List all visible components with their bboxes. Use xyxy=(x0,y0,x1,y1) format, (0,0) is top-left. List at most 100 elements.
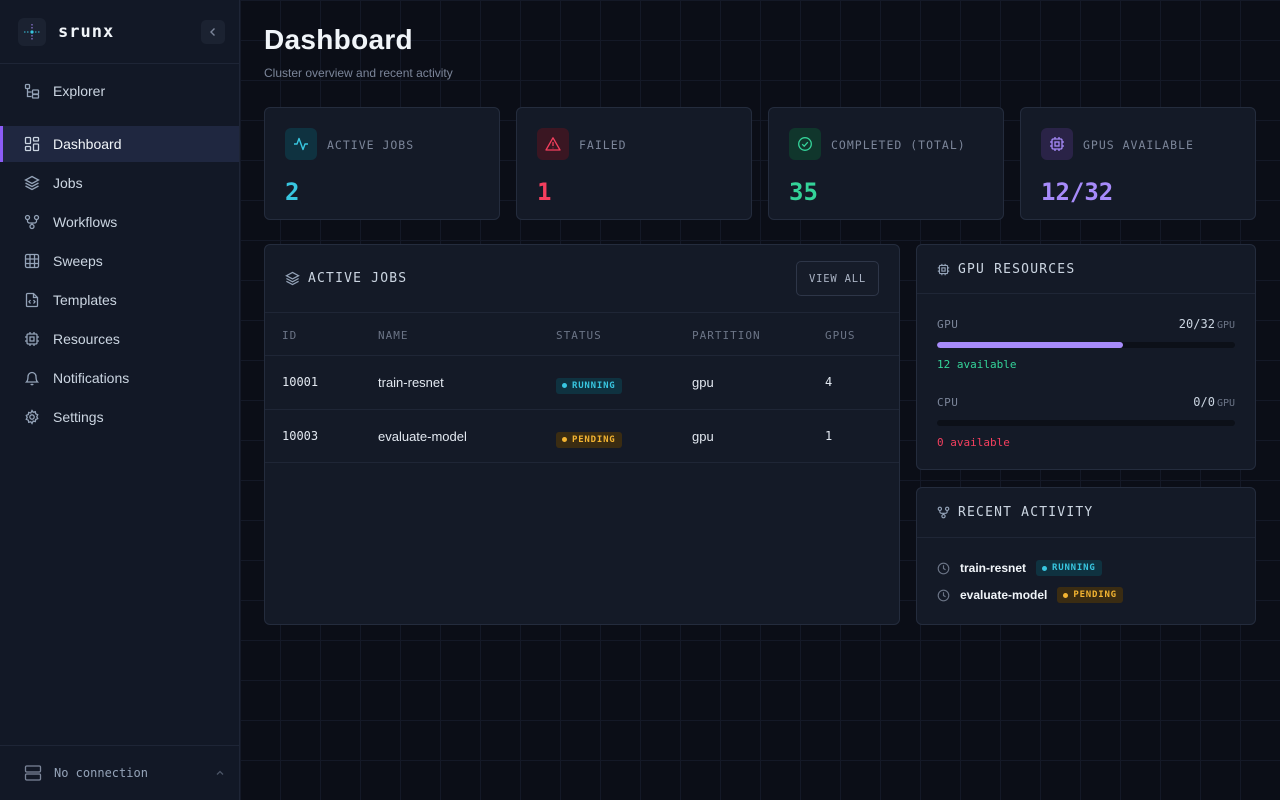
gpu-available-text: 12 available xyxy=(937,358,1017,371)
cpu-usage-bar xyxy=(937,420,1235,426)
used-count: 20 xyxy=(1178,317,1194,331)
job-name: evaluate-model xyxy=(378,429,467,444)
sidebar-item-label: Explorer xyxy=(53,83,106,99)
sidebar-item-settings[interactable]: Settings xyxy=(0,399,239,435)
activity-icon xyxy=(285,128,317,160)
panel-header: GPU RESOURCES xyxy=(917,245,1255,294)
table-row[interactable]: 10003 evaluate-model PENDING gpu 1 xyxy=(265,409,899,463)
stat-label: COMPLETED (TOTAL) xyxy=(831,138,966,152)
total-count: 32 xyxy=(1200,317,1215,331)
resource-label-cpu: CPU xyxy=(937,396,959,409)
sidebar-item-explorer[interactable]: Explorer xyxy=(0,73,239,109)
view-all-button[interactable]: VIEW ALL xyxy=(796,261,879,296)
stat-value: 2 xyxy=(285,178,300,206)
stat-card-failed: FAILED 1 xyxy=(516,107,752,220)
sidebar-item-sweeps[interactable]: Sweeps xyxy=(0,243,239,279)
layers-icon xyxy=(24,175,40,191)
check-circle-icon xyxy=(789,128,821,160)
sidebar-item-templates[interactable]: Templates xyxy=(0,282,239,318)
alert-triangle-icon xyxy=(537,128,569,160)
resource-count-gpu: 20/32 GPU xyxy=(1178,317,1235,331)
unit-label: GPU xyxy=(1216,320,1235,331)
collapse-sidebar-button[interactable] xyxy=(201,20,225,44)
sidebar-item-jobs[interactable]: Jobs xyxy=(0,165,239,201)
app-logo-icon xyxy=(18,17,46,46)
used-count: 0 xyxy=(1193,395,1201,409)
sidebar-item-label: Workflows xyxy=(53,214,118,230)
status-dot xyxy=(1063,592,1069,598)
status-text: RUNNING xyxy=(1052,563,1096,573)
stat-value: 35 xyxy=(789,178,818,206)
job-id: 10001 xyxy=(282,375,319,389)
panel-header: ACTIVE JOBS xyxy=(265,245,899,313)
status-badge: RUNNING xyxy=(1036,560,1102,576)
cpu-icon xyxy=(25,332,39,346)
page-title: Dashboard xyxy=(264,24,413,55)
app-name: srunx xyxy=(58,21,115,42)
panel-header: RECENT ACTIVITY xyxy=(917,488,1255,538)
sidebar: srunx Explorer Dashboard Jobs Workflo xyxy=(0,0,240,800)
sidebar-item-label: Notifications xyxy=(53,370,130,386)
stat-value: 12/32 xyxy=(1041,178,1114,206)
panel-title: ACTIVE JOBS xyxy=(308,271,408,286)
clock-icon xyxy=(937,562,950,574)
column-header-id[interactable]: ID xyxy=(282,329,298,342)
connection-selector[interactable]: No connection xyxy=(0,745,239,800)
activity-job-name: train-resnet xyxy=(960,561,1027,575)
status-text: PENDING xyxy=(1073,590,1117,600)
chip-icon xyxy=(1041,128,1073,160)
stat-value: 1 xyxy=(537,178,552,206)
activity-job-name: evaluate-model xyxy=(960,588,1048,602)
brand-header: srunx xyxy=(0,0,239,64)
sidebar-item-workflows[interactable]: Workflows xyxy=(0,204,239,240)
gear-icon xyxy=(25,409,39,425)
grid-icon xyxy=(24,253,40,269)
sidebar-item-label: Templates xyxy=(53,292,117,308)
table-row[interactable]: 10001 train-resnet RUNNING gpu 4 xyxy=(265,355,899,409)
job-partition: gpu xyxy=(692,375,714,390)
sidebar-item-label: Dashboard xyxy=(53,136,122,152)
chip-icon xyxy=(937,263,950,275)
connection-status: No connection xyxy=(54,766,148,780)
gpu-resources-panel: GPU RESOURCES GPU 20/32 GPU 12 available … xyxy=(916,244,1256,470)
resource-label-gpu: GPU xyxy=(937,318,959,331)
job-id: 10003 xyxy=(282,429,319,443)
main-content: Dashboard Cluster overview and recent ac… xyxy=(240,0,1280,800)
chevron-up-icon xyxy=(216,770,224,775)
status-dot xyxy=(1042,565,1048,571)
job-gpus: 4 xyxy=(825,375,833,389)
sidebar-item-label: Sweeps xyxy=(53,253,103,269)
activity-item[interactable]: train-resnet RUNNING xyxy=(937,558,1102,578)
sidebar-item-notifications[interactable]: Notifications xyxy=(0,360,239,396)
unit-label: GPU xyxy=(1216,398,1235,409)
chevron-left-icon xyxy=(210,28,215,36)
cpu-available-text: 0 available xyxy=(937,436,1010,449)
folder-tree-icon xyxy=(24,83,40,99)
layers-icon xyxy=(285,271,300,286)
workflow-icon xyxy=(24,214,40,230)
job-partition: gpu xyxy=(692,429,714,444)
column-header-gpus[interactable]: GPUS xyxy=(825,329,856,342)
panel-title: GPU RESOURCES xyxy=(958,261,1076,277)
column-header-partition[interactable]: PARTITION xyxy=(692,329,761,342)
active-jobs-panel: ACTIVE JOBS VIEW ALL ID NAME STATUS PART… xyxy=(264,244,900,625)
stat-card-gpus-available: GPUS AVAILABLE 12/32 xyxy=(1020,107,1256,220)
column-header-status[interactable]: STATUS xyxy=(556,329,602,342)
sidebar-item-dashboard[interactable]: Dashboard xyxy=(0,126,239,162)
stat-card-active-jobs: ACTIVE JOBS 2 xyxy=(264,107,500,220)
status-dot xyxy=(562,383,567,388)
column-header-name[interactable]: NAME xyxy=(378,329,409,342)
status-badge: PENDING xyxy=(1057,587,1123,603)
sidebar-item-label: Resources xyxy=(53,331,120,347)
page-subtitle: Cluster overview and recent activity xyxy=(264,66,453,80)
status-badge: PENDING xyxy=(556,430,622,448)
status-badge: RUNNING xyxy=(556,376,622,394)
file-code-icon xyxy=(25,292,39,308)
job-name: train-resnet xyxy=(378,375,444,390)
workflow-icon xyxy=(937,506,950,519)
stat-card-completed: COMPLETED (TOTAL) 35 xyxy=(768,107,1004,220)
panel-title: RECENT ACTIVITY xyxy=(958,505,1094,520)
sidebar-item-resources[interactable]: Resources xyxy=(0,321,239,357)
stat-label: ACTIVE JOBS xyxy=(327,138,415,152)
activity-item[interactable]: evaluate-model PENDING xyxy=(937,585,1123,605)
